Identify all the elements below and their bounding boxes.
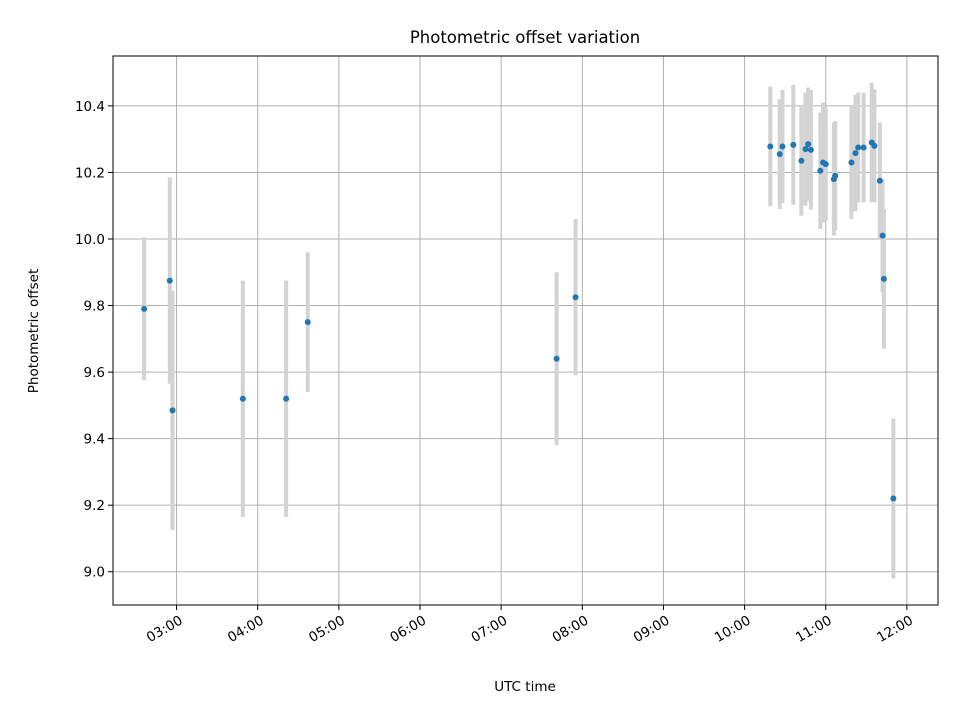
data-point [767,143,774,150]
data-point [848,159,855,166]
data-point [283,395,290,402]
grid [113,56,938,605]
y-tick-label: 10.4 [75,99,105,115]
x-axis-label: UTC time [494,679,556,695]
x-tick-label: 05:00 [306,613,348,646]
y-tick-label: 9.6 [84,365,105,381]
x-axis-ticks: 03:00 04:00 05:00 06:00 07:00 08:00 09:00 10:00… [144,605,916,646]
data-point [304,319,311,326]
data-point [807,146,814,153]
data-point [790,141,797,148]
x-tick-label: 04:00 [225,613,267,646]
x-tick-label: 07:00 [468,613,510,646]
data-point [776,151,783,158]
data-point [817,167,824,174]
y-axis-ticks: 9.0 9.2 9.4 9.6 9.8 10.0 10.2 10.4 [75,99,113,581]
data-point [805,141,812,148]
x-tick-label: 09:00 [631,613,673,646]
plot-frame [112,55,939,606]
y-tick-label: 9.0 [84,565,105,581]
data-point [871,142,878,149]
data-point [876,177,883,184]
data-point [832,172,839,179]
data-point [239,395,246,402]
data-point [779,143,786,150]
data-point [879,232,886,239]
x-tick-label: 06:00 [387,613,429,646]
x-tick-label: 12:00 [874,613,916,646]
data-point [553,355,560,362]
data-point [852,150,859,157]
y-tick-label: 9.4 [84,432,105,448]
data-points [141,139,897,502]
data-point [141,305,148,312]
chart-title: Photometric offset variation [410,28,640,47]
data-point [166,277,173,284]
data-point [572,294,579,301]
x-tick-label: 10:00 [712,613,754,646]
data-point [855,144,862,151]
error-bars [142,82,896,579]
x-tick-label: 08:00 [550,613,592,646]
data-point [860,144,867,151]
data-point [798,157,805,164]
x-tick-label: 03:00 [144,613,186,646]
y-axis-label: Photometric offset [26,269,42,393]
x-tick-label: 11:00 [793,613,835,646]
y-tick-label: 10.0 [75,232,105,248]
y-tick-label: 9.8 [84,299,105,315]
data-point [880,275,887,282]
data-point [890,495,897,502]
data-point [822,161,829,168]
data-point [169,407,176,414]
y-tick-label: 9.2 [84,498,105,514]
data-point [802,146,809,153]
y-tick-label: 10.2 [75,165,105,181]
